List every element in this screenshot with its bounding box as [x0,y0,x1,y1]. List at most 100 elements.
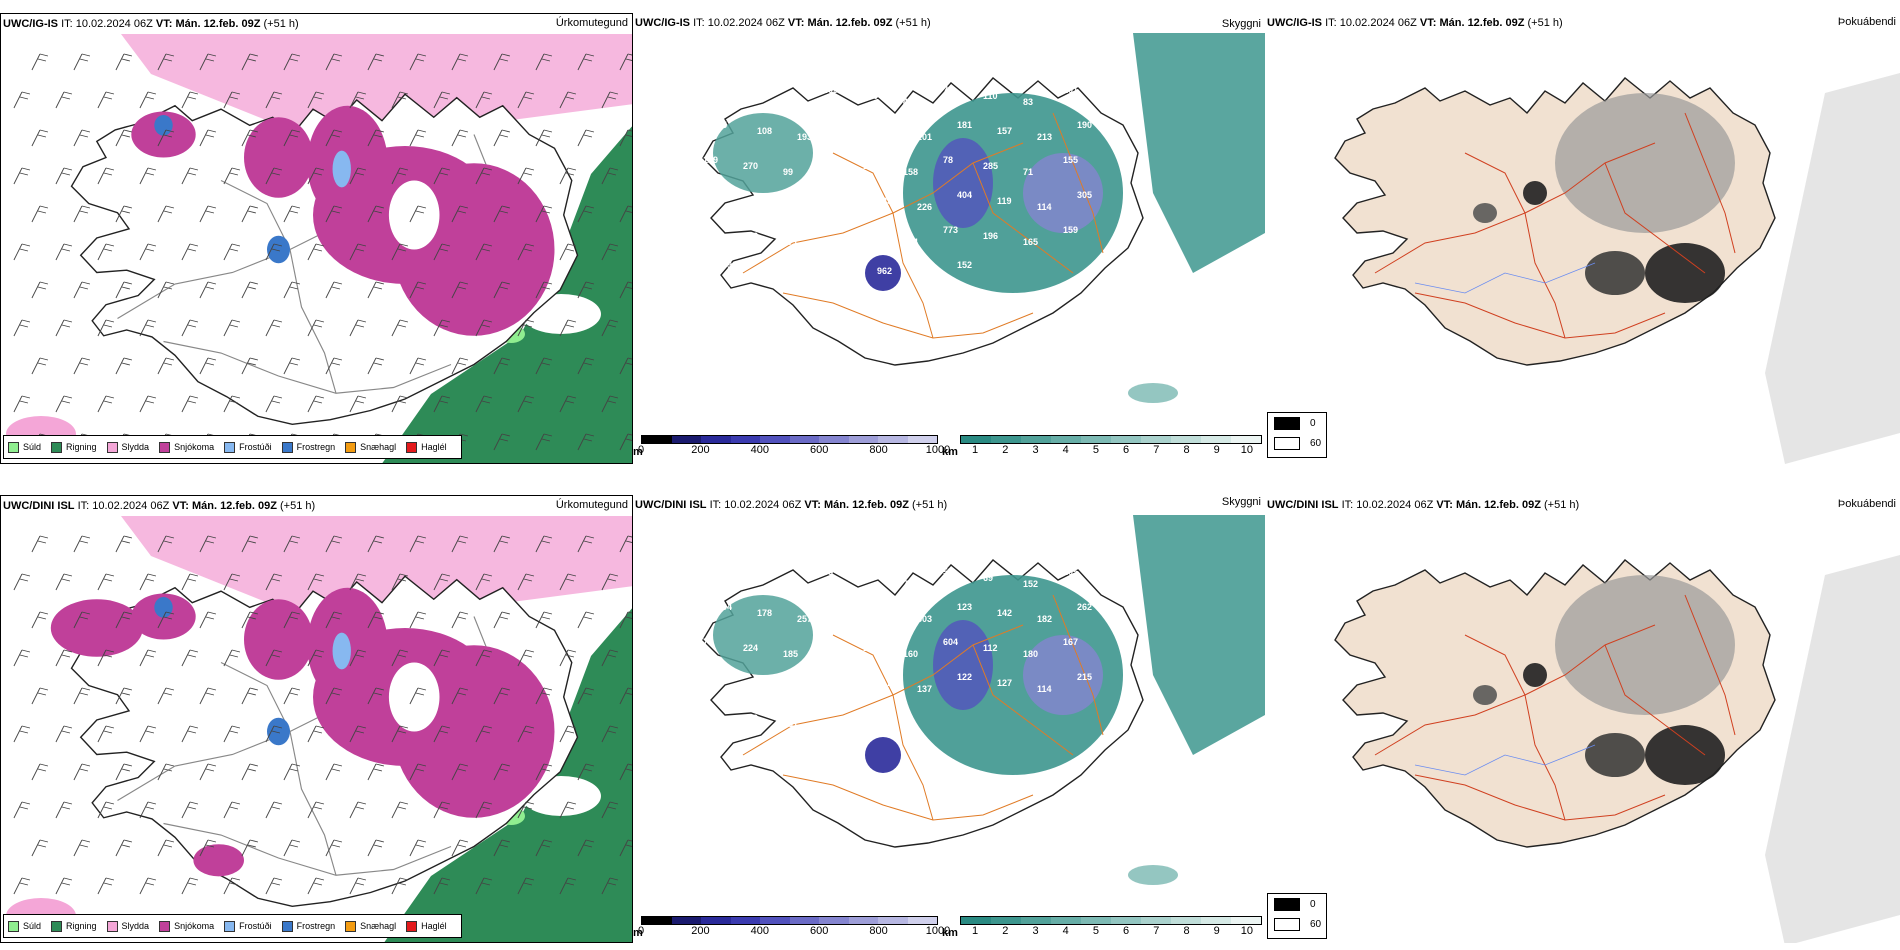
legend-item-1: Rigning [51,441,97,453]
legend-label: Rigning [66,442,97,452]
visibility-value: 318 [823,225,838,235]
visibility-value: 155 [823,707,838,717]
visibility-value: 962 [877,266,892,276]
visibility-value: 119 [997,196,1012,206]
visibility-value: 226 [863,231,878,241]
colorbar-segment [789,436,819,443]
colorbar-segment [760,917,790,924]
fog-legend-label: 60 [1310,918,1322,930]
visibility-value: 195 [877,608,892,618]
legend-swatch [51,920,63,932]
visibility-value: 122 [957,672,972,682]
colorbar-segment [1081,917,1111,924]
colorbar-tick: 400 [750,925,769,937]
visibility-value: 186 [863,643,878,653]
colorbar-tick: 800 [869,444,888,456]
elevation-unit: m [633,446,643,458]
visibility-value: 215 [1077,672,1092,682]
legend-swatch [159,920,171,932]
visibility-value: 137 [917,684,932,694]
product-label: Þokuábendi [1837,498,1896,510]
visibility-value: 503 [917,614,932,624]
colorbar-segment [907,436,937,443]
legend-swatch [8,920,19,932]
visibility-value: 180 [1023,649,1038,659]
fog-legend-row-1: 60 [1268,433,1326,453]
colorbar-segment [730,436,760,443]
legend-item-2: Slydda [106,920,149,932]
visibility-value: 113 [797,684,812,694]
legend-label: Slydda [121,442,150,452]
map-canvas: 1214071088586755769152205204178257224195… [633,495,1265,943]
visibility-value: 199 [717,260,732,270]
panel-title: UWC/DINI ISL IT: 10.02.2024 06Z VT: Mán.… [3,500,316,512]
legend-item-3: Snjókoma [159,441,214,453]
visibility-value: 404 [957,190,972,200]
colorbar-segment [1141,917,1171,924]
visibility-value: 207 [703,707,718,717]
legend-swatch [224,920,236,932]
map-canvas [1265,495,1900,943]
visibility-value: 82 [823,155,833,165]
panel-title: UWC/DINI ISL IT: 10.02.2024 06Z VT: Mán.… [1267,499,1580,511]
colorbar-tick: 4 [1062,925,1069,937]
visibility-value: 123 [957,602,972,612]
colorbar-tick: 3 [1032,444,1039,456]
product-label: Þokuábendi [1837,16,1896,28]
colorbar-segment [1141,436,1171,443]
visibility-map-igis: UWC/IG-IS IT: 10.02.2024 06Z VT: Mán. 12… [633,13,1265,464]
visibility-value: 161 [783,719,798,729]
visibility-map-dini: UWC/DINI ISL IT: 10.02.2024 06Z VT: Mán.… [633,495,1265,943]
colorbar-segment [1171,436,1201,443]
legend-item-6: Snæhagl [345,441,396,453]
colorbar-tick: 6 [1123,444,1130,456]
colorbar-tick: 200 [691,925,710,937]
visibility-value: 79 [703,637,713,647]
colorbar-tick: 3 [1032,925,1039,937]
visibility-value: 101 [1063,85,1078,95]
colorbar-segment [1021,917,1051,924]
visibility-value: 178 [757,608,772,618]
colorbar-segment [907,917,937,924]
visibility-value: 171 [783,237,798,247]
legend-swatch [51,441,63,453]
panel-title: UWC/IG-IS IT: 10.02.2024 06Z VT: Mán. 12… [635,17,931,29]
legend-item-3: Snjókoma [159,920,214,932]
precip-type-legend: Súld Rigning Slydda Snjókoma Frostúði Frostre… [3,914,462,938]
visibility-value: 169 [863,161,878,171]
legend-item-7: Haglél [406,920,447,932]
visibility-value: 121 [703,567,718,577]
visibility-value: 69 [983,573,993,583]
colorbar-tick: 5 [1092,444,1099,456]
visibility-value: 85 [823,567,833,577]
fog-legend-swatch [1274,917,1300,931]
colorbar-segment [878,917,908,924]
fog-legend-row-1: 60 [1268,914,1326,934]
visibility-value: 226 [917,202,932,212]
colorbar-segment [1201,436,1231,443]
visibility-value: 201 [917,132,932,142]
fog-legend-swatch [1274,416,1300,430]
fog-legend-label: 0 [1310,417,1316,429]
colorbar-tick: 0 [637,925,645,937]
legend-swatch [106,920,118,932]
fog-index-map-igis: UWC/IG-IS IT: 10.02.2024 06Z VT: Mán. 12… [1265,13,1900,464]
visibility-value: 640 [743,713,758,723]
legend-swatch [106,441,118,453]
map-canvas [1,14,632,463]
legend-label: Frostregn [296,442,336,452]
visibility-unit: km [942,446,958,458]
visibility-value: 71 [1023,167,1033,177]
visibility-value: 157 [997,126,1012,136]
fog-legend-label: 0 [1310,898,1316,910]
legend-label: Frostúði [239,921,272,931]
colorbar-segment [1171,917,1201,924]
visibility-value: 114 [1037,202,1052,212]
panel-title: UWC/IG-IS IT: 10.02.2024 06Z VT: Mán. 12… [1267,17,1563,29]
legend-label: Rigning [66,921,97,931]
legend-item-1: Rigning [51,920,97,932]
visibility-value: 74 [943,85,953,95]
colorbar-segment [878,436,908,443]
colorbar-segment [1231,917,1261,924]
colorbar-tick: 1000 [925,925,951,937]
